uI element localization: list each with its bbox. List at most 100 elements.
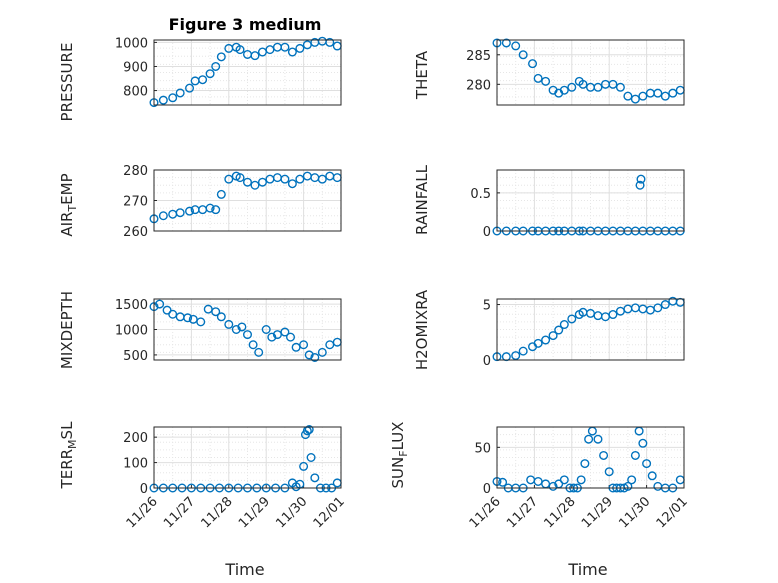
data-point — [185, 206, 195, 216]
data-point — [224, 319, 234, 329]
data-point — [250, 180, 260, 190]
data-point — [533, 73, 543, 83]
data-point — [511, 351, 521, 361]
axes-box — [496, 39, 685, 106]
data-point — [642, 459, 652, 469]
data-point — [623, 91, 633, 101]
data-point — [250, 51, 260, 61]
data-point — [630, 450, 640, 460]
data-points — [149, 171, 342, 224]
x-tick-label: 11/26 — [467, 494, 504, 531]
data-point — [567, 314, 577, 324]
mixdepth-plot: MIXDEPTH 500 1000 1500 — [58, 291, 342, 369]
data-point — [528, 59, 538, 69]
y-tick-label: 260 — [123, 225, 148, 240]
data-point — [196, 317, 206, 327]
data-point — [541, 335, 551, 345]
y-tick-label: 0 — [140, 482, 148, 497]
data-point — [660, 91, 670, 101]
data-point — [660, 300, 670, 310]
data-point — [175, 88, 185, 98]
axes-box — [153, 39, 342, 106]
x-tick-label: 11/30 — [616, 494, 653, 531]
data-point — [158, 211, 168, 221]
data-point — [280, 327, 290, 337]
y-tick-label: 800 — [123, 85, 148, 100]
y-tick-label: 200 — [123, 431, 148, 446]
y-tick-label: 500 — [123, 349, 148, 364]
data-point — [304, 350, 314, 360]
data-point — [554, 325, 564, 335]
data-point — [615, 82, 625, 92]
minor-grid — [497, 40, 684, 105]
y-tick-label: 0 — [483, 225, 491, 240]
data-point — [627, 475, 637, 485]
data-point — [198, 75, 208, 85]
y-tick-labels: 0 50 — [474, 441, 500, 497]
y-tick-label: 1000 — [115, 324, 148, 339]
data-point — [216, 312, 226, 322]
data-point — [183, 313, 193, 323]
data-point — [593, 434, 603, 444]
theta-ylabel: THETA — [413, 50, 431, 100]
data-point — [168, 93, 178, 103]
data-point — [578, 79, 588, 89]
data-point — [559, 320, 569, 330]
data-point — [257, 177, 267, 187]
data-point — [559, 475, 569, 485]
pressure-ylabel: PRESSURE — [58, 43, 76, 122]
data-point — [599, 450, 609, 460]
axes-box — [153, 298, 342, 361]
data-point — [235, 173, 245, 183]
y-tick-label: 100 — [123, 457, 148, 472]
x-tick-label: 11/30 — [273, 494, 310, 531]
y-tick-label: 1500 — [115, 298, 148, 313]
data-points — [492, 38, 685, 104]
data-point — [175, 208, 185, 218]
data-point — [280, 174, 290, 184]
terr-msl-ylabel: TERRMSL — [58, 421, 79, 490]
data-point — [647, 471, 657, 481]
data-point — [299, 340, 309, 350]
data-point — [608, 310, 618, 320]
h2omixra-ylabel: H2OMIXRA — [413, 289, 431, 370]
axes-box — [153, 169, 342, 232]
data-point — [224, 174, 234, 184]
axes-box — [496, 169, 685, 232]
data-point — [280, 42, 290, 52]
minor-grid — [497, 299, 684, 360]
data-point — [653, 303, 663, 313]
figure-title: Figure 3 medium — [169, 15, 322, 34]
data-point — [306, 453, 316, 463]
data-point — [638, 91, 648, 101]
data-point — [205, 203, 215, 213]
data-point — [304, 425, 314, 435]
y-tick-label: 0 — [483, 482, 491, 497]
major-grid — [496, 40, 685, 105]
data-point — [248, 340, 258, 350]
rainfall-plot: RAINFALL 0 0.5 — [413, 164, 685, 240]
data-point — [242, 330, 252, 340]
theta-plot: THETA 280 285 — [413, 38, 685, 106]
y-tick-label: 0.5 — [470, 187, 491, 202]
minor-grid — [154, 427, 341, 488]
data-point — [287, 47, 297, 57]
data-point — [593, 82, 603, 92]
rainfall-ylabel: RAINFALL — [413, 164, 431, 235]
axes-box — [496, 426, 685, 489]
x-tick-label: 11/28 — [542, 494, 579, 531]
data-point — [205, 69, 215, 79]
data-point — [185, 83, 195, 93]
y-tick-labels: 280 285 — [466, 49, 500, 93]
data-point — [231, 325, 241, 335]
data-point — [518, 346, 528, 356]
x-tick-label: 11/29 — [236, 494, 273, 531]
data-point — [518, 50, 528, 60]
data-point — [636, 174, 646, 184]
data-point — [158, 95, 168, 105]
x-tick-label: 11/27 — [504, 494, 541, 531]
data-point — [653, 88, 663, 98]
data-point — [211, 61, 221, 71]
data-point — [267, 332, 277, 342]
sun-flux-plot: SUNFLUX 0 50 11/26 11/27 11/28 11/29 11/30 12/0… — [389, 422, 691, 532]
